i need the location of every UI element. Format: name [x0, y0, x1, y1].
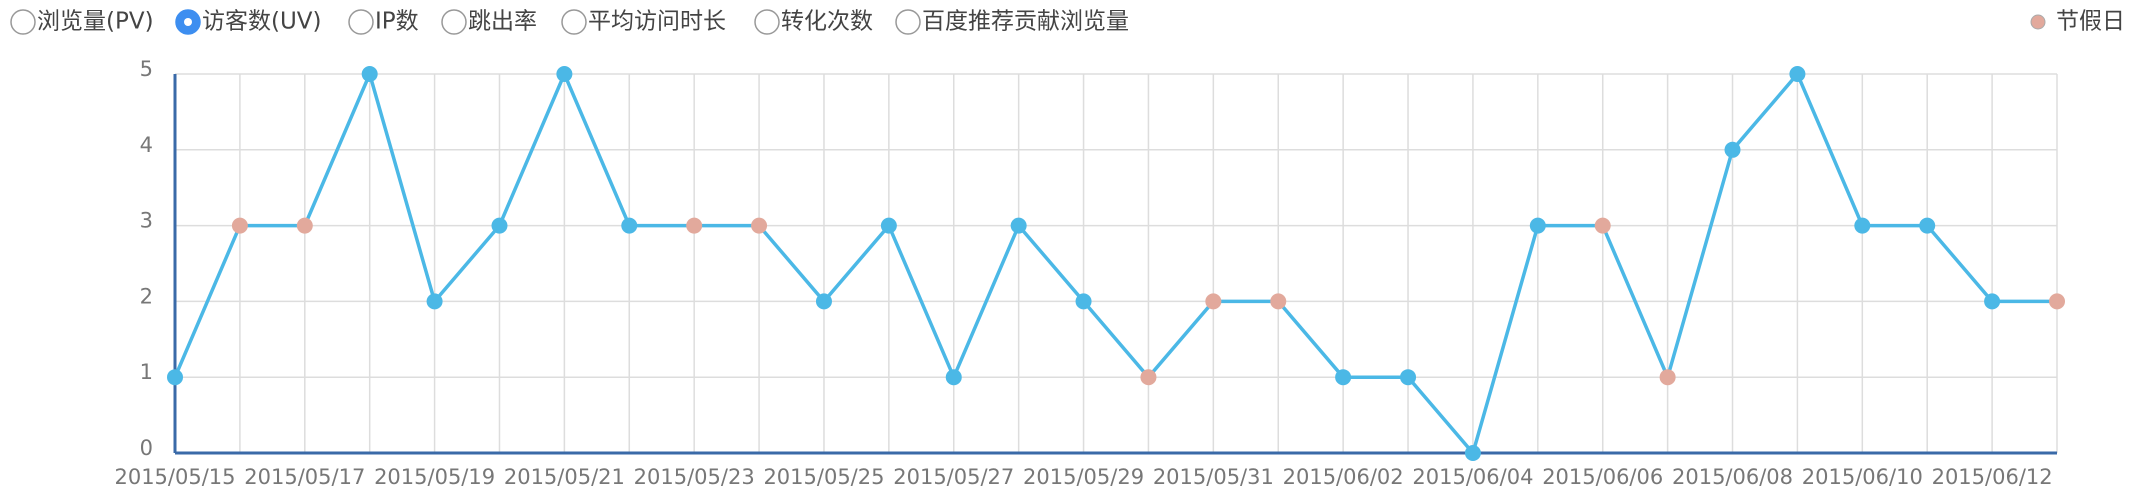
- data-point[interactable]: [1984, 293, 2001, 310]
- radio-button[interactable]: [348, 9, 374, 35]
- x-tick-label: 2015/05/21: [504, 465, 625, 489]
- x-tick-label: 2015/05/27: [893, 465, 1014, 489]
- holiday-point[interactable]: [1659, 369, 1676, 386]
- radio-button[interactable]: [895, 9, 921, 35]
- holiday-point[interactable]: [1594, 217, 1611, 234]
- holiday-point[interactable]: [1205, 293, 1222, 310]
- data-point[interactable]: [1335, 369, 1352, 386]
- y-tick-label: 0: [140, 436, 153, 460]
- x-tick-label: 2015/05/29: [1023, 465, 1144, 489]
- data-point[interactable]: [361, 66, 378, 82]
- y-tick-label: 4: [140, 133, 153, 157]
- data-point[interactable]: [1400, 369, 1417, 386]
- x-tick-label: 2015/05/15: [114, 465, 235, 489]
- radio-button[interactable]: [10, 9, 36, 35]
- x-tick-label: 2015/06/08: [1672, 465, 1793, 489]
- data-point[interactable]: [491, 217, 508, 234]
- radio-label[interactable]: IP数: [375, 9, 419, 35]
- data-point[interactable]: [1854, 217, 1871, 234]
- holiday-point[interactable]: [2049, 293, 2065, 310]
- x-tick-label: 2015/05/25: [763, 465, 884, 489]
- radio-label[interactable]: 跳出率: [468, 9, 537, 35]
- holiday-point[interactable]: [231, 217, 248, 234]
- x-tick-label: 2015/06/06: [1542, 465, 1663, 489]
- y-tick-label: 1: [140, 360, 153, 384]
- data-point[interactable]: [1529, 217, 1546, 234]
- data-point[interactable]: [1919, 217, 1936, 234]
- data-point[interactable]: [1724, 141, 1741, 158]
- data-point[interactable]: [426, 293, 443, 310]
- data-point[interactable]: [815, 293, 832, 310]
- x-tick-label: 2015/06/12: [1932, 465, 2053, 489]
- radio-label[interactable]: 访客数(UV): [202, 9, 322, 35]
- series-line: [173, 68, 2057, 457]
- radio-button[interactable]: [754, 9, 780, 35]
- radio-button[interactable]: [441, 9, 467, 35]
- legend-marker: [2030, 14, 2046, 30]
- x-tick-label: 2015/05/19: [374, 465, 495, 489]
- radio-dot: [184, 18, 192, 26]
- data-point[interactable]: [945, 369, 962, 386]
- x-tick-label: 2015/05/31: [1153, 465, 1274, 489]
- data-point[interactable]: [880, 217, 897, 234]
- holiday-point[interactable]: [751, 217, 768, 234]
- data-point[interactable]: [556, 66, 573, 82]
- y-tick-label: 2: [140, 284, 153, 308]
- radio-button[interactable]: [561, 9, 587, 35]
- y-tick-label: 3: [140, 209, 153, 233]
- holiday-point[interactable]: [686, 217, 703, 234]
- data-point[interactable]: [1789, 66, 1806, 82]
- data-point[interactable]: [1075, 293, 1092, 310]
- y-tick-label: 5: [140, 57, 153, 81]
- radio-label[interactable]: 转化次数: [781, 9, 873, 35]
- holiday-point[interactable]: [1140, 369, 1157, 386]
- legend-label: 节假日: [2056, 9, 2125, 35]
- x-tick-label: 2015/05/17: [244, 465, 365, 489]
- data-point[interactable]: [1010, 217, 1027, 234]
- radio-label[interactable]: 平均访问时长: [588, 9, 726, 35]
- x-tick-label: 2015/06/10: [1802, 465, 1923, 489]
- x-tick-label: 2015/05/23: [634, 465, 755, 489]
- data-point[interactable]: [621, 217, 638, 234]
- radio-label[interactable]: 百度推荐贡献浏览量: [922, 9, 1129, 35]
- holiday-point[interactable]: [1270, 293, 1287, 310]
- x-tick-label: 2015/06/04: [1412, 465, 1533, 489]
- data-point[interactable]: [1464, 445, 1481, 461]
- data-point[interactable]: [167, 369, 183, 386]
- x-tick-label: 2015/06/02: [1283, 465, 1404, 489]
- radio-label[interactable]: 浏览量(PV): [37, 9, 154, 35]
- holiday-point[interactable]: [296, 217, 313, 234]
